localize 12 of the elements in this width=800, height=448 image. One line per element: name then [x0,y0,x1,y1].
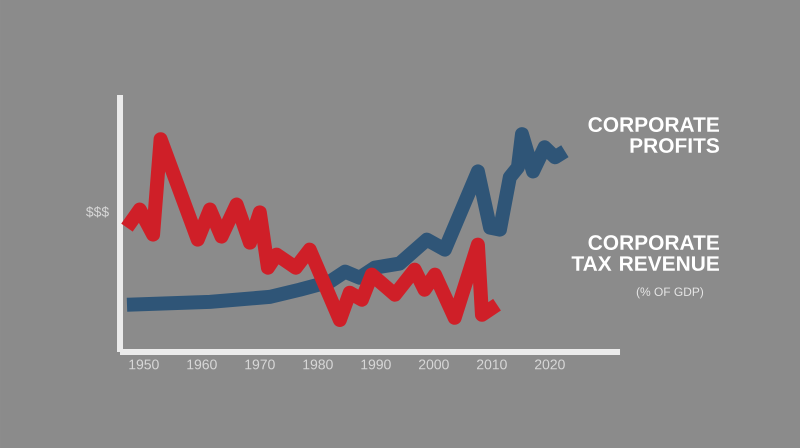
text: (% OF GDP) [636,287,704,298]
x-tick-label: 1950 [129,359,159,370]
x-tick-label: 2020 [535,359,565,370]
x-tick-label: 1970 [245,359,275,370]
x-tick-label: 1990 [361,359,391,370]
series-label: CORPORATE PROFITS [588,117,719,153]
x-tick-label: 1980 [303,359,333,370]
y-axis-title: $$$ [86,206,109,218]
x-tick-label: 2000 [419,359,449,370]
text: CORPORATE TAX REVENUE [572,235,719,271]
x-tick-label: 2010 [477,359,507,370]
x-tick-label: 1960 [187,359,217,370]
